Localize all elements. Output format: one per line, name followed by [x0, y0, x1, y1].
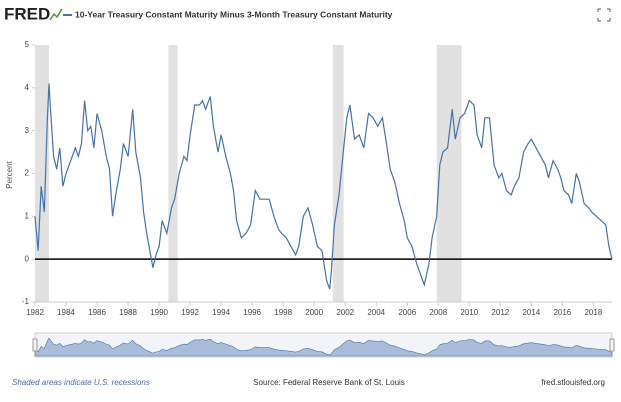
source: Source: Federal Reserve Bank of St. Loui… — [253, 378, 405, 387]
y-tick-label: 3 — [25, 126, 30, 135]
x-tick-label: 1984 — [57, 308, 75, 317]
logo-icon — [49, 8, 63, 21]
navigator-series — [34, 337, 613, 357]
recession-note: Shaded areas indicate U.S. recessions — [12, 378, 150, 387]
y-tick-label: -1 — [22, 297, 30, 306]
y-tick-label: 0 — [25, 254, 30, 263]
x-tick-label: 2016 — [553, 308, 571, 317]
x-tick-label: 2006 — [398, 308, 416, 317]
y-tick-label: 5 — [25, 40, 30, 49]
x-tick-label: 2014 — [522, 308, 540, 317]
navigator-handle[interactable] — [32, 338, 38, 352]
fullscreen-icon[interactable] — [597, 8, 611, 22]
y-tick-label: 4 — [25, 83, 30, 92]
navigator-handle[interactable] — [609, 338, 615, 352]
x-tick-label: 2012 — [491, 308, 509, 317]
y-tick-label: 1 — [25, 211, 30, 220]
x-tick-label: 1982 — [26, 308, 44, 317]
recession-band — [35, 45, 49, 302]
x-tick-label: 2010 — [460, 308, 478, 317]
x-tick-label: 2018 — [584, 308, 602, 317]
y-axis-label: Percent — [5, 160, 14, 188]
y-tick-label: 2 — [25, 169, 30, 178]
line-series — [34, 83, 613, 290]
x-tick-label: 2008 — [429, 308, 447, 317]
x-tick-label: 2000 — [305, 308, 323, 317]
x-tick-label: 2002 — [336, 308, 354, 317]
x-tick-label: 1996 — [243, 308, 261, 317]
x-tick-label: 1988 — [119, 308, 137, 317]
x-tick-label: 2004 — [367, 308, 385, 317]
x-tick-label: 1986 — [88, 308, 106, 317]
x-tick-label: 1992 — [181, 308, 199, 317]
recession-band — [168, 45, 178, 302]
website: fred.stlouisfed.org — [541, 378, 605, 387]
x-tick-label: 1990 — [150, 308, 168, 317]
x-tick-label: 1998 — [274, 308, 292, 317]
chart-title: 10-Year Treasury Constant Maturity Minus… — [75, 9, 393, 19]
x-tick-label: 1994 — [212, 308, 230, 317]
logo: FRED — [4, 4, 50, 23]
recession-band — [332, 45, 344, 302]
recession-band — [436, 45, 462, 302]
